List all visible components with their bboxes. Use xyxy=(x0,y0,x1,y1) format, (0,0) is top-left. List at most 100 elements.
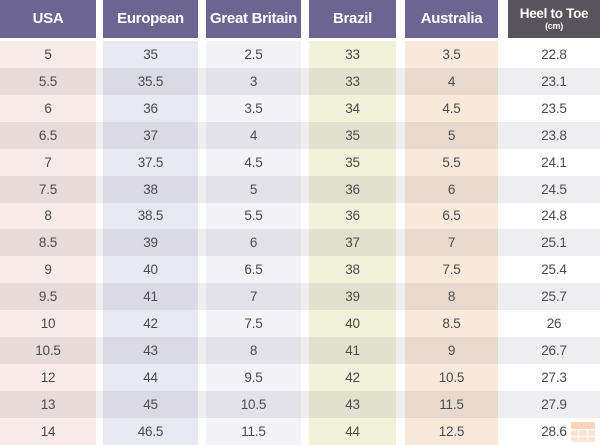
cell-brazil: 33 xyxy=(309,41,396,68)
cell-heel-to-toe: 22.8 xyxy=(508,41,600,68)
cell-brazil: 36 xyxy=(309,202,396,230)
column-header-european: European xyxy=(103,0,198,38)
column-gap xyxy=(498,229,508,256)
column-gap xyxy=(198,229,206,256)
table-row: 10 42 7.5 40 8.5 26 xyxy=(0,310,600,338)
column-gap xyxy=(498,149,508,176)
cell-australia: 6.5 xyxy=(405,202,498,230)
column-header-label: European xyxy=(117,10,184,28)
column-gap xyxy=(301,256,309,283)
cell-brazil: 43 xyxy=(309,390,396,418)
column-header-australia: Australia xyxy=(405,0,498,38)
column-gap xyxy=(198,0,206,38)
cell-usa: 10 xyxy=(0,310,96,338)
cell-usa: 5.5 xyxy=(0,67,96,95)
cell-european: 35.5 xyxy=(103,67,198,95)
cell-european: 41 xyxy=(103,283,198,311)
column-gap xyxy=(396,122,405,149)
column-gap xyxy=(198,337,206,364)
column-gap xyxy=(301,203,309,230)
column-gap xyxy=(198,256,206,283)
column-gap xyxy=(198,122,206,149)
column-gap xyxy=(498,283,508,310)
cell-australia: 4.5 xyxy=(405,94,498,122)
column-header-label: Heel to Toe xyxy=(519,5,589,21)
column-gap xyxy=(301,0,309,38)
column-gap xyxy=(396,41,405,68)
cell-brazil: 34 xyxy=(309,94,396,122)
column-gap xyxy=(301,122,309,149)
column-gap xyxy=(96,95,103,122)
column-gap xyxy=(96,149,103,176)
column-gap xyxy=(498,41,508,68)
column-gap xyxy=(396,0,405,38)
column-gap xyxy=(301,41,309,68)
cell-brazil: 35 xyxy=(309,148,396,176)
column-gap xyxy=(301,176,309,203)
cell-heel-to-toe: 23.5 xyxy=(508,94,600,122)
column-gap xyxy=(498,203,508,230)
cell-australia: 8 xyxy=(405,283,498,311)
cell-brazil: 40 xyxy=(309,310,396,338)
cell-brazil: 44 xyxy=(309,417,396,445)
column-header-label: Australia xyxy=(420,10,483,28)
cell-australia: 3.5 xyxy=(405,41,498,68)
column-gap xyxy=(301,229,309,256)
table-row: 10.5 43 8 41 9 26.7 xyxy=(0,337,600,365)
column-gap xyxy=(198,203,206,230)
column-gap xyxy=(301,149,309,176)
table-row: 9 40 6.5 38 7.5 25.4 xyxy=(0,256,600,284)
column-gap xyxy=(198,364,206,391)
cell-brazil: 42 xyxy=(309,364,396,391)
cell-usa: 7 xyxy=(0,148,96,176)
column-gap xyxy=(498,418,508,445)
column-gap xyxy=(301,283,309,310)
cell-australia: 11.5 xyxy=(405,390,498,418)
cell-european: 38 xyxy=(103,175,198,203)
cell-usa: 8.5 xyxy=(0,229,96,257)
column-header-usa: USA xyxy=(0,0,96,38)
column-gap xyxy=(96,391,103,418)
cell-great-britain: 6.5 xyxy=(206,256,301,284)
cell-australia: 4 xyxy=(405,67,498,95)
cell-great-britain: 5.5 xyxy=(206,202,301,230)
column-gap xyxy=(198,41,206,68)
cell-usa: 5 xyxy=(0,41,96,68)
column-gap xyxy=(498,95,508,122)
column-gap xyxy=(498,68,508,95)
column-gap xyxy=(396,310,405,337)
cell-great-britain: 4.5 xyxy=(206,148,301,176)
column-gap xyxy=(498,176,508,203)
column-gap xyxy=(301,337,309,364)
table-header-row: USA European Great Britain Brazil Austra… xyxy=(0,0,600,38)
cell-heel-to-toe: 24.1 xyxy=(508,148,600,176)
cell-european: 46.5 xyxy=(103,417,198,445)
table-row: 6.5 37 4 35 5 23.8 xyxy=(0,121,600,149)
column-gap xyxy=(396,391,405,418)
cell-great-britain: 4 xyxy=(206,121,301,149)
cell-usa: 8 xyxy=(0,202,96,230)
column-header-brazil: Brazil xyxy=(309,0,396,38)
cell-usa: 7.5 xyxy=(0,175,96,203)
cell-usa: 6.5 xyxy=(0,121,96,149)
cell-heel-to-toe: 26.7 xyxy=(508,337,600,365)
watermark-logo-icon xyxy=(571,422,595,442)
column-gap xyxy=(96,364,103,391)
column-gap xyxy=(198,176,206,203)
cell-heel-to-toe: 23.8 xyxy=(508,121,600,149)
column-gap xyxy=(301,418,309,445)
cell-european: 44 xyxy=(103,364,198,391)
cell-great-britain: 7 xyxy=(206,283,301,311)
column-gap xyxy=(96,203,103,230)
cell-great-britain: 6 xyxy=(206,229,301,257)
cell-great-britain: 11.5 xyxy=(206,417,301,445)
cell-european: 42 xyxy=(103,310,198,338)
column-gap xyxy=(96,122,103,149)
table-body: 5 35 2.5 33 3.5 22.8 5.5 35.5 3 33 4 23.1 6 36 3.5 34 4.… xyxy=(0,41,600,445)
column-header-label: Great Britain xyxy=(210,10,297,28)
column-gap xyxy=(96,41,103,68)
cell-european: 40 xyxy=(103,256,198,284)
table-row: 9.5 41 7 39 8 25.7 xyxy=(0,283,600,311)
column-gap xyxy=(301,391,309,418)
cell-usa: 10.5 xyxy=(0,337,96,365)
